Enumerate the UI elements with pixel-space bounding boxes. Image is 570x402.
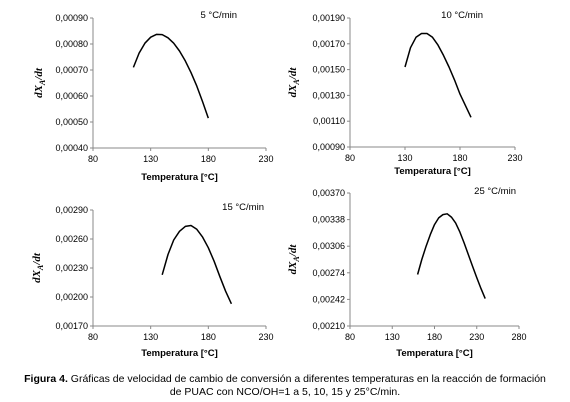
x-tick-label: 80 <box>88 332 98 342</box>
x-tick-label: 180 <box>201 154 216 164</box>
y-tick-label: 0,00170 <box>55 321 88 331</box>
x-tick-label: 180 <box>201 332 216 342</box>
x-tick-label: 130 <box>143 332 158 342</box>
series-line <box>132 33 210 119</box>
chart-panel-1: 0,00040 0,00050 0,00060 0,00070 0,00080 0,000… <box>33 10 274 183</box>
chart-panel-4: 0,00210 0,00242 0,00274 0,00306 0,00338 0,003… <box>287 186 527 359</box>
y-tick-label: 0,00070 <box>55 65 88 75</box>
y-tick-label: 0,00130 <box>312 90 345 100</box>
caption-line-1: Gráficas de velocidad de cambio de conve… <box>67 373 546 385</box>
y-tick-label: 0,00060 <box>55 91 88 101</box>
x-tick-label: 280 <box>511 332 526 342</box>
heating-rate-annotation: 10 °C/min <box>441 10 483 21</box>
x-axis-label: Temperatura [°C] <box>141 172 217 183</box>
x-tick-label: 180 <box>427 332 442 342</box>
y-tick-label: 0,00170 <box>312 39 345 49</box>
figure-caption: Figura 4. Gráficas de velocidad de cambi… <box>8 373 562 399</box>
x-tick-label: 230 <box>469 332 484 342</box>
x-axis-label: Temperatura [°C] <box>394 166 470 177</box>
caption-line-2: de PUAC con NCO/OH=1 a 5, 10, 15 y 25°C/… <box>169 386 401 398</box>
x-tick-label: 80 <box>88 154 98 164</box>
series-line <box>404 32 472 118</box>
y-tick-label: 0,00370 <box>312 188 345 198</box>
x-tick-label: 230 <box>258 332 273 342</box>
y-axis-label: dXA/dt <box>287 67 301 98</box>
y-tick-label: 0,00050 <box>55 117 88 127</box>
y-axis-label: dXA/dt <box>31 252 45 283</box>
y-tick-label: 0,00110 <box>313 116 345 126</box>
y-tick-label: 0,00090 <box>55 13 88 23</box>
heating-rate-annotation: 5 °C/min <box>200 10 237 21</box>
x-tick-label: 230 <box>507 153 522 163</box>
x-axis-label: Temperatura [°C] <box>396 348 472 359</box>
y-axis-label: dXA/dt <box>287 244 301 275</box>
y-tick-label: 0,00306 <box>312 241 345 251</box>
x-tick-label: 180 <box>452 153 467 163</box>
y-tick-label: 0,00150 <box>312 65 345 75</box>
y-axis-label: dXA/dt <box>33 67 47 98</box>
y-tick-label: 0,00210 <box>312 321 345 331</box>
chart-panel-3: 0,00170 0,00200 0,00230 0,00260 0,00290 80 130… <box>31 202 274 359</box>
y-tick-label: 0,00200 <box>55 292 88 302</box>
y-tick-label: 0,00090 <box>312 142 345 152</box>
series-line <box>161 224 233 305</box>
x-tick-label: 80 <box>345 153 355 163</box>
y-tick-label: 0,00242 <box>312 294 345 304</box>
x-tick-label: 80 <box>345 332 355 342</box>
y-tick-label: 0,00230 <box>55 263 88 273</box>
heating-rate-annotation: 25 °C/min <box>474 186 516 197</box>
caption-label: Figura 4. <box>24 373 68 385</box>
series-line <box>416 213 486 299</box>
x-tick-label: 130 <box>143 154 158 164</box>
heating-rate-annotation: 15 °C/min <box>222 202 264 213</box>
x-tick-label: 230 <box>258 154 273 164</box>
y-tick-label: 0,00260 <box>55 234 88 244</box>
y-tick-label: 0,00040 <box>55 143 88 153</box>
y-tick-label: 0,00190 <box>312 13 345 23</box>
y-tick-label: 0,00338 <box>312 215 345 225</box>
x-tick-label: 130 <box>397 153 412 163</box>
y-tick-label: 0,00290 <box>55 205 88 215</box>
chart-panel-2: 0,00090 0,00110 0,00130 0,00150 0,00170 0,001… <box>287 10 523 177</box>
x-tick-label: 130 <box>385 332 400 342</box>
x-axis-label: Temperatura [°C] <box>141 348 217 359</box>
y-tick-label: 0,00080 <box>55 39 88 49</box>
y-tick-label: 0,00274 <box>312 268 345 278</box>
